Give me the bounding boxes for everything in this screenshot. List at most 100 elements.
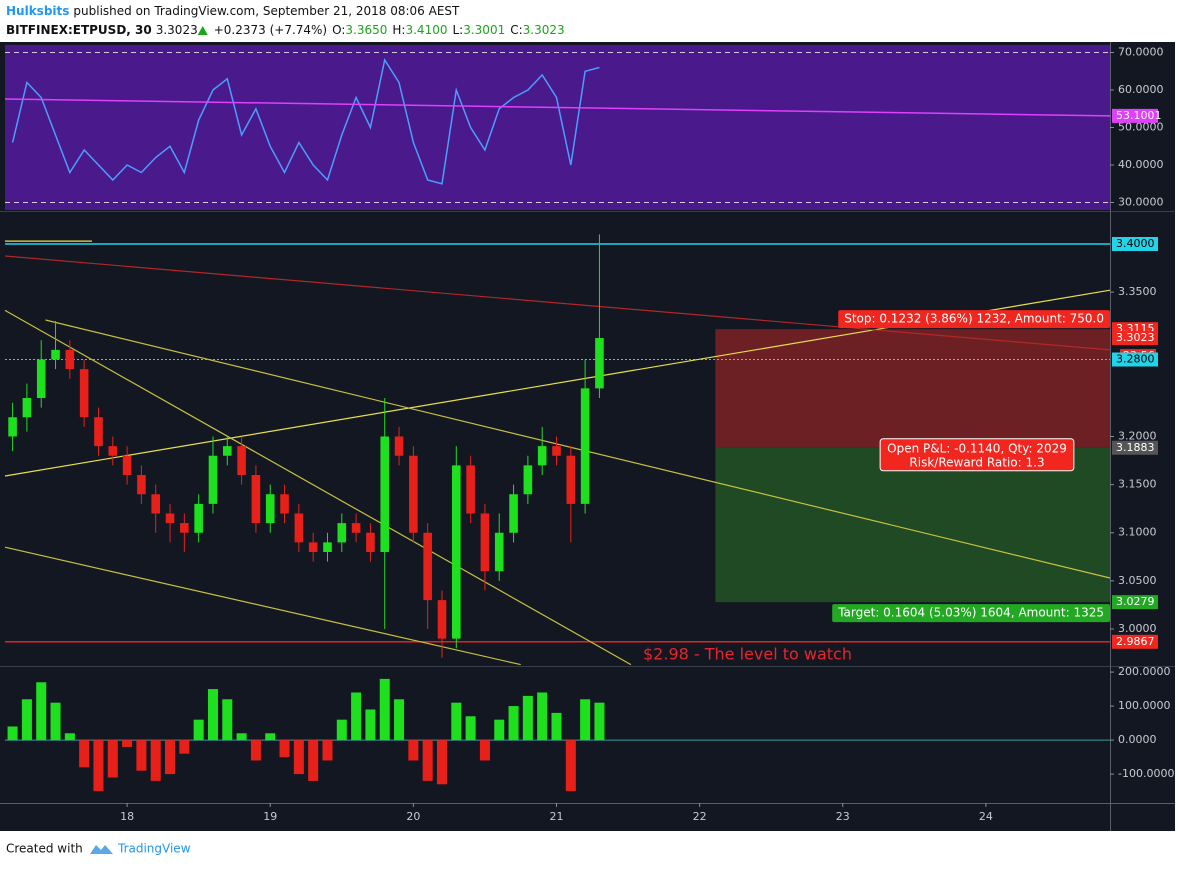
price-marker-label: 3.1883: [1116, 441, 1155, 454]
candle-body: [65, 349, 75, 370]
price-marker: [1112, 108, 1158, 123]
target-label-box: [832, 604, 1110, 623]
candle-body: [480, 513, 490, 572]
x-tick-label: 23: [836, 810, 850, 823]
histogram-bar: [265, 733, 276, 741]
candle-body: [8, 417, 17, 437]
up-arrow: [197, 26, 208, 35]
histogram-bar: [365, 709, 376, 741]
price-marker: [1112, 634, 1158, 649]
candle-body: [323, 542, 332, 552]
histogram-bar: [436, 740, 447, 785]
stop-label-box: [838, 310, 1110, 329]
y-tick-label: 60.0000: [1118, 83, 1164, 96]
candle-body: [409, 455, 418, 533]
price-marker-label: 3.4000: [1116, 237, 1155, 250]
ohlc-value: 3.4100: [405, 23, 447, 37]
histogram-bar: [36, 682, 47, 741]
stop-zone: [715, 329, 1110, 448]
candle-body: [222, 446, 232, 456]
histogram-bar: [479, 740, 490, 761]
candle-body: [79, 369, 89, 418]
candle-body: [580, 388, 590, 504]
histogram-bar: [222, 699, 233, 741]
candle-body: [208, 455, 218, 504]
candle-body: [294, 513, 304, 543]
candle-body: [251, 474, 261, 524]
footer-brand[interactable]: TradingView: [117, 842, 191, 856]
histogram-bar: [522, 695, 533, 741]
histogram-bar: [279, 740, 290, 758]
histogram-bar: [165, 740, 176, 775]
candle-body: [137, 474, 146, 495]
histogram-bar: [79, 740, 90, 768]
y-tick-label: 3.0500: [1118, 574, 1157, 587]
candle-body: [437, 600, 447, 639]
y-tick-label: 50.0000: [1118, 121, 1164, 134]
candle-body: [94, 417, 103, 447]
candle-body: [265, 494, 275, 524]
y-tick-label: 40.0000: [1118, 158, 1164, 171]
histogram-bar: [465, 716, 476, 741]
histogram-bar: [580, 699, 591, 741]
price-marker: [1112, 440, 1158, 455]
candle-body: [566, 455, 576, 504]
trend-line: [4, 309, 632, 666]
y-tick-label: 200.0000: [1118, 665, 1171, 678]
y-tick-label: 100.0000: [1118, 699, 1171, 712]
histogram-bar: [293, 740, 304, 775]
price-marker: [1112, 352, 1158, 367]
candle-body: [595, 338, 604, 389]
histogram-bar: [551, 712, 562, 741]
y-tick-label: 70.0000: [1118, 46, 1164, 59]
histogram-bar: [107, 740, 118, 778]
author[interactable]: Hulksbits: [6, 4, 69, 18]
header-line1: Hulksbits published on TradingView.com, S…: [6, 4, 460, 18]
pnl-box: [879, 438, 1075, 472]
target-label: Target: 0.1604 (5.03%) 1604, Amount: 132…: [837, 606, 1104, 620]
histogram-bar: [422, 740, 433, 781]
histogram-bar: [136, 740, 147, 771]
symbol: BITFINEX:ETPUSD, 30: [6, 23, 152, 37]
candle-body: [380, 436, 390, 552]
change: +0.2373 (+7.74%): [214, 23, 327, 37]
ohlc-label: L:: [452, 23, 463, 37]
histogram-bar: [64, 733, 75, 741]
ohlc-value: 3.3023: [523, 23, 565, 37]
stop-label: Stop: 0.1232 (3.86%) 1232, Amount: 750.0: [844, 312, 1104, 326]
histogram-bar: [336, 719, 347, 741]
candle-body: [180, 523, 189, 533]
candle-body: [165, 513, 175, 524]
price-marker-label: 2.9867: [1116, 635, 1155, 648]
ohlc-label: C:: [510, 23, 522, 37]
pane-bg: [5, 45, 1110, 210]
y-tick-label: 3.3500: [1118, 285, 1157, 298]
histogram-bar: [351, 692, 362, 741]
histogram-bar: [408, 740, 419, 761]
y-tick-label: 3.1500: [1118, 478, 1157, 491]
candle-body: [537, 446, 547, 466]
x-tick-label: 18: [120, 810, 134, 823]
candle-body: [308, 542, 318, 552]
histogram-bar: [236, 733, 247, 741]
published: published on TradingView.com, September …: [73, 4, 460, 18]
trend-line: [45, 319, 1111, 579]
histogram-bar: [122, 740, 133, 747]
footer-created: Created with: [6, 842, 83, 856]
last: 3.3023: [156, 23, 198, 37]
candle-body: [552, 446, 561, 456]
x-tick-label: 24: [979, 810, 993, 823]
x-tick-label: 19: [263, 810, 277, 823]
y-tick-label: 3.0000: [1118, 622, 1157, 635]
price-marker-label: 3.2800: [1116, 352, 1155, 365]
target-zone: [715, 447, 1110, 603]
candle-body: [36, 359, 46, 398]
rr-label: Risk/Reward Ratio: 1.3: [909, 455, 1044, 469]
ohlc-value: 3.3001: [463, 23, 505, 37]
trend-line: [4, 546, 521, 666]
pnl-label: Open P&L: -0.1140, Qty: 2029: [887, 441, 1067, 455]
histogram-bar: [308, 740, 319, 781]
price-marker-label: 3.0279: [1116, 595, 1155, 608]
header-line2: BITFINEX:ETPUSD, 30 3.3023 +0.2373 (+7.74%…: [6, 23, 565, 37]
